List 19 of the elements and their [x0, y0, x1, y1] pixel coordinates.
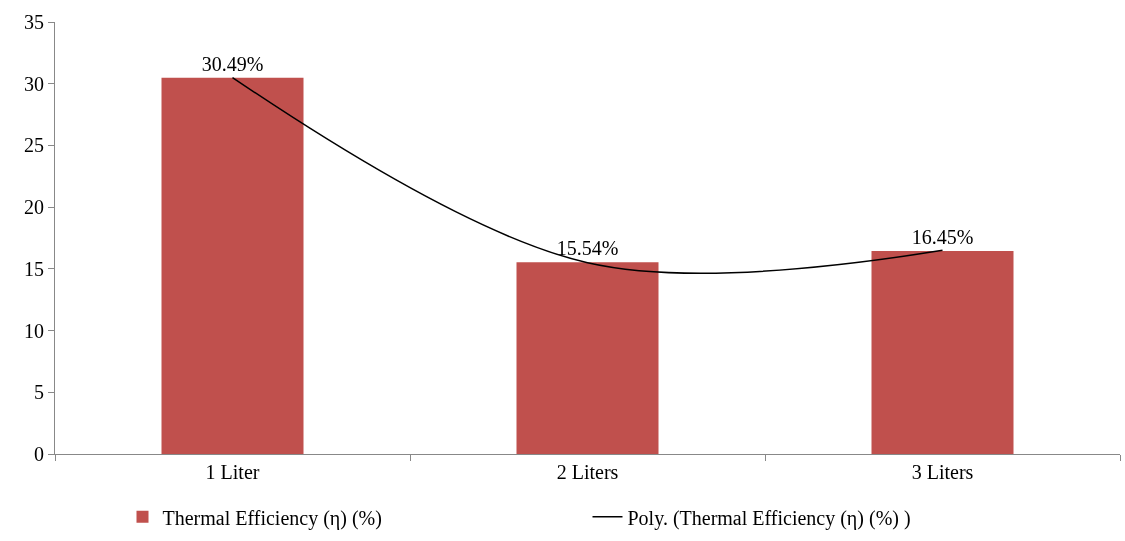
y-tick-label: 0: [34, 443, 44, 465]
bar: [516, 262, 659, 454]
y-tick-label: 5: [34, 381, 44, 404]
x-tick-label: 3 Liters: [911, 461, 974, 483]
data-label: 15.54%: [556, 237, 619, 260]
y-tick-label: 25: [24, 134, 44, 157]
x-tick-label: 2 Liters: [556, 461, 619, 483]
bar: [161, 77, 304, 454]
data-label: 30.49%: [201, 52, 264, 75]
data-label: 16.45%: [911, 225, 974, 248]
y-tick-label: 30: [24, 72, 44, 95]
legend-label: Poly. (Thermal Efficiency (η) (%) ): [627, 506, 911, 530]
x-tick-label: 1 Liter: [205, 461, 260, 483]
legend-label: Thermal Efficiency (η) (%): [162, 506, 382, 530]
y-tick-label: 10: [24, 319, 44, 342]
y-tick-label: 20: [24, 196, 44, 219]
y-tick-label: 15: [24, 257, 44, 280]
bar: [871, 250, 1014, 454]
y-tick-label: 35: [24, 11, 44, 33]
